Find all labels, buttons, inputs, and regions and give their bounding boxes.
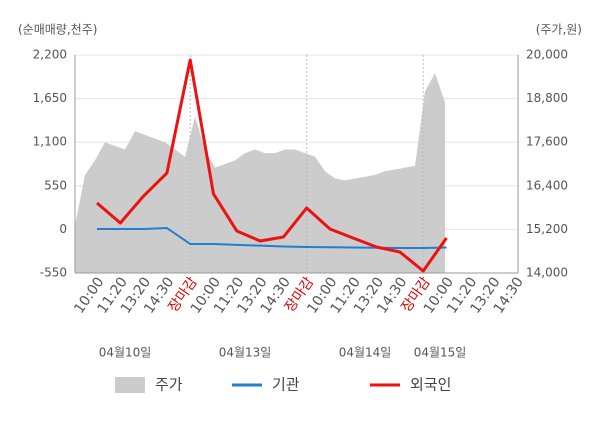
y2-tick-label: 14,000 bbox=[526, 266, 568, 280]
legend-label: 기관 bbox=[272, 376, 300, 394]
series-line bbox=[97, 227, 447, 250]
y-tick-label: 0 bbox=[59, 222, 67, 236]
legend-swatch bbox=[115, 377, 145, 393]
y-tick-label: -550 bbox=[40, 266, 67, 280]
price-area bbox=[75, 73, 445, 274]
series-line bbox=[96, 58, 448, 273]
date-label: 04월13일 bbox=[219, 346, 272, 360]
y2-tick-label: 16,400 bbox=[526, 178, 568, 192]
date-label: 04월14일 bbox=[339, 346, 392, 360]
date-label: 04월10일 bbox=[99, 346, 152, 360]
y2-tick-label: 18,800 bbox=[526, 91, 568, 105]
y2-axis-label: (주가,원) bbox=[536, 23, 582, 37]
legend-label: 주가 bbox=[155, 376, 183, 394]
y-tick-label: 550 bbox=[44, 178, 67, 192]
y2-tick-label: 20,000 bbox=[526, 48, 568, 62]
legend-label: 외국인 bbox=[410, 376, 451, 394]
y-tick-label: 1,100 bbox=[33, 135, 67, 149]
y2-tick-label: 17,600 bbox=[526, 135, 568, 149]
y-tick-label: 1,650 bbox=[33, 91, 67, 105]
y2-tick-label: 15,200 bbox=[526, 222, 568, 236]
y-tick-label: 2,200 bbox=[33, 48, 67, 62]
date-label: 04월15일 bbox=[414, 346, 467, 360]
y-axis-label: (순매매량,천주) bbox=[18, 22, 97, 37]
